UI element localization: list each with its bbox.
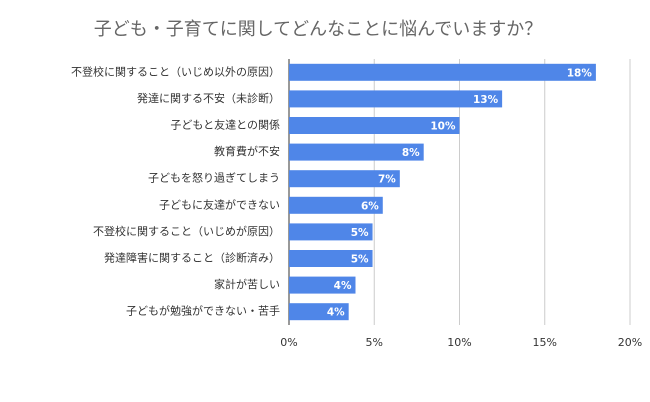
y-tick-label: 不登校に関すること（いじめが原因） <box>93 224 280 238</box>
value-label: 5% <box>351 254 369 266</box>
value-label: 18% <box>567 67 593 79</box>
chart-title: 子ども・子育てに関してどんなことに悩んでいますか？ <box>94 19 543 40</box>
bar <box>289 170 400 188</box>
bar <box>289 117 460 134</box>
y-tick-label: 子どもを怒り過ぎてしまう <box>148 171 280 185</box>
bar <box>289 196 383 214</box>
bar <box>289 276 356 294</box>
y-tick-label: 子どもに友達ができない <box>159 197 280 211</box>
value-label: 13% <box>473 94 499 106</box>
bar <box>289 303 349 321</box>
value-label: 6% <box>361 200 379 212</box>
y-tick-label: 教育費が不安 <box>214 144 280 158</box>
value-label: 8% <box>402 147 420 159</box>
x-tick-label: 0% <box>280 336 297 349</box>
value-label: 4% <box>334 280 352 292</box>
bar <box>289 223 373 241</box>
bar <box>289 90 503 108</box>
y-tick-label: 子どもが勉強ができない・苦手 <box>126 304 280 318</box>
value-label: 5% <box>351 227 369 239</box>
y-tick-label: 発達に関する不安（未診断） <box>137 91 280 105</box>
value-label: 4% <box>327 307 345 319</box>
x-tick-label: 20% <box>618 336 642 349</box>
bar <box>289 63 596 81</box>
x-tick-label: 10% <box>447 336 471 349</box>
value-label: 10% <box>430 121 456 133</box>
bar <box>289 143 424 161</box>
x-tick-label: 15% <box>533 336 557 349</box>
bar <box>289 250 373 267</box>
y-tick-label: 不登校に関すること（いじめ以外の原因） <box>71 64 280 78</box>
value-label: 7% <box>378 174 396 186</box>
y-tick-label: 家計が苦しい <box>214 277 280 291</box>
y-tick-label: 子どもと友達との関係 <box>170 118 280 132</box>
y-tick-label: 発達障害に関すること（診断済み） <box>104 251 280 265</box>
x-tick-label: 5% <box>366 336 383 349</box>
